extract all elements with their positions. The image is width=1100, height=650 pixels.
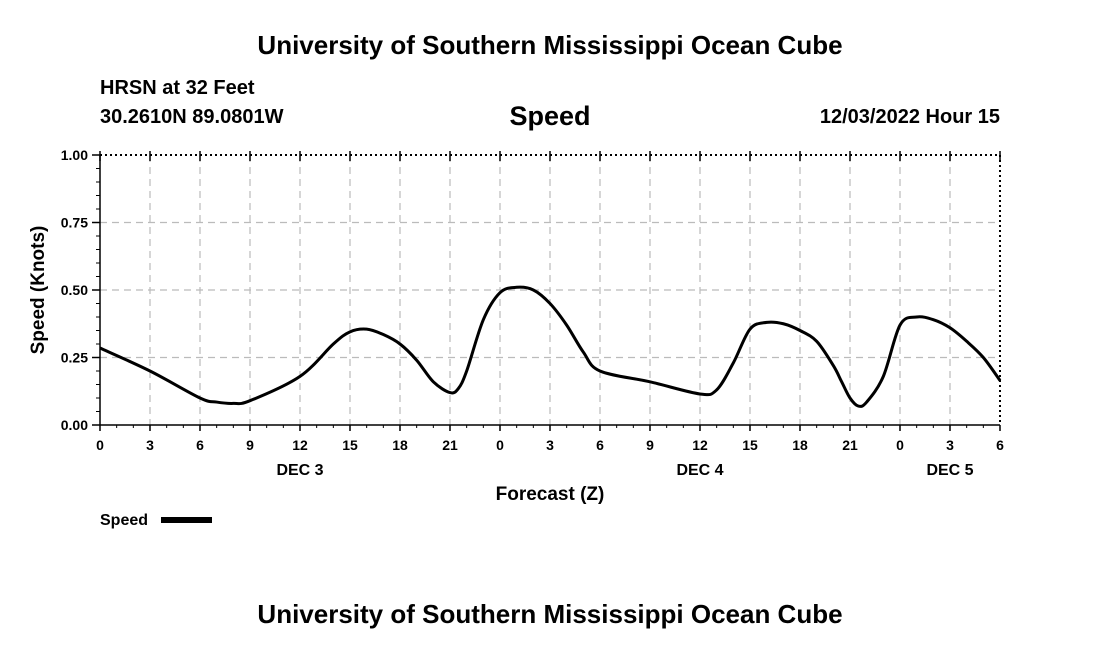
y-tick-label: 0.00 — [61, 417, 88, 433]
footer-title: University of Southern Mississippi Ocean… — [257, 599, 843, 629]
station-coordinates: 30.2610N 89.0801W — [100, 106, 284, 128]
x-tick-label: 6 — [196, 437, 204, 453]
y-tick-label: 0.75 — [61, 215, 88, 231]
x-tick-label: 12 — [292, 437, 308, 453]
x-tick-label: 6 — [996, 437, 1004, 453]
x-tick-label: 21 — [442, 437, 458, 453]
day-label: DEC 4 — [676, 462, 723, 479]
x-tick-label: 0 — [496, 437, 504, 453]
x-tick-label: 0 — [96, 437, 104, 453]
y-tick-label: 1.00 — [61, 147, 88, 163]
x-tick-label: 3 — [546, 437, 554, 453]
x-tick-label: 6 — [596, 437, 604, 453]
forecast-timestamp: 12/03/2022 Hour 15 — [819, 106, 1000, 128]
x-tick-label: 9 — [646, 437, 654, 453]
chart-title: Speed — [509, 101, 591, 131]
x-tick-label: 0 — [896, 437, 904, 453]
legend-swatch — [161, 517, 212, 523]
x-tick-label: 15 — [742, 437, 758, 453]
grid — [100, 154, 1001, 425]
legend-label: Speed — [100, 512, 148, 529]
x-tick-label: 3 — [146, 437, 154, 453]
axes — [92, 151, 1001, 431]
x-tick-label: 15 — [342, 437, 358, 453]
speed-series-line — [99, 285, 1002, 408]
x-tick-label: 18 — [792, 437, 808, 453]
page-title: University of Southern Mississippi Ocean… — [257, 30, 843, 60]
x-tick-label: 18 — [392, 437, 408, 453]
y-tick-label: 0.50 — [61, 282, 88, 298]
series — [99, 285, 1002, 408]
day-label: DEC 3 — [276, 462, 323, 479]
x-axis-title: Forecast (Z) — [496, 484, 605, 505]
day-label: DEC 5 — [926, 462, 973, 479]
station-label: HRSN at 32 Feet — [100, 77, 255, 99]
x-tick-label: 21 — [842, 437, 858, 453]
x-tick-label: 12 — [692, 437, 708, 453]
y-axis-title: Speed (Knots) — [28, 226, 49, 355]
axis-labels: 0 3 6 9 12 15 18 21 0 3 6 9 12 15 18 21 0 3 6 0.00 0.25 0.50 0… — [28, 147, 1004, 529]
x-tick-label: 3 — [946, 437, 954, 453]
y-tick-label: 0.25 — [61, 350, 88, 366]
x-tick-label: 9 — [246, 437, 254, 453]
